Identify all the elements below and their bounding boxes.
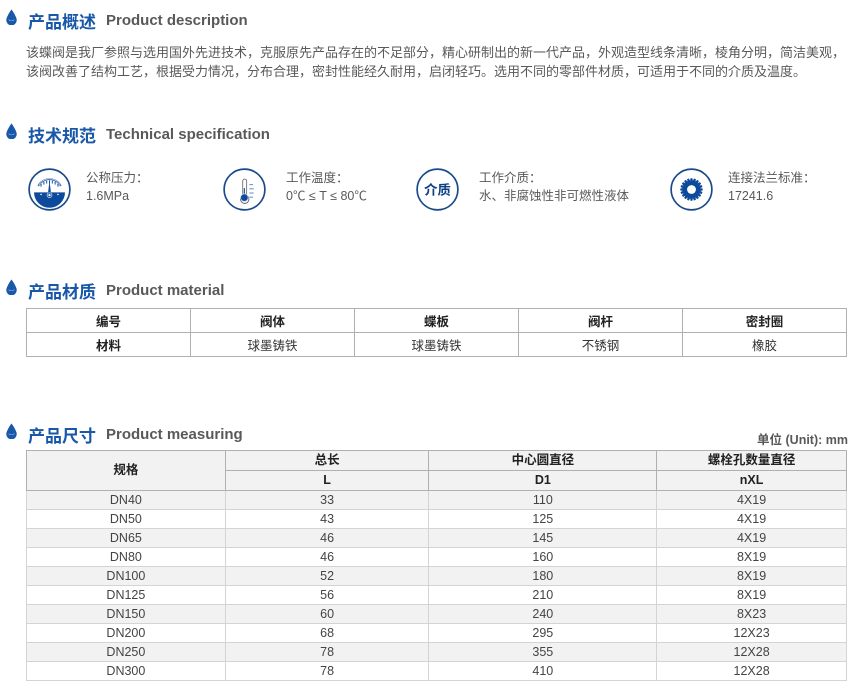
svg-text:介质: 介质 xyxy=(424,181,451,197)
